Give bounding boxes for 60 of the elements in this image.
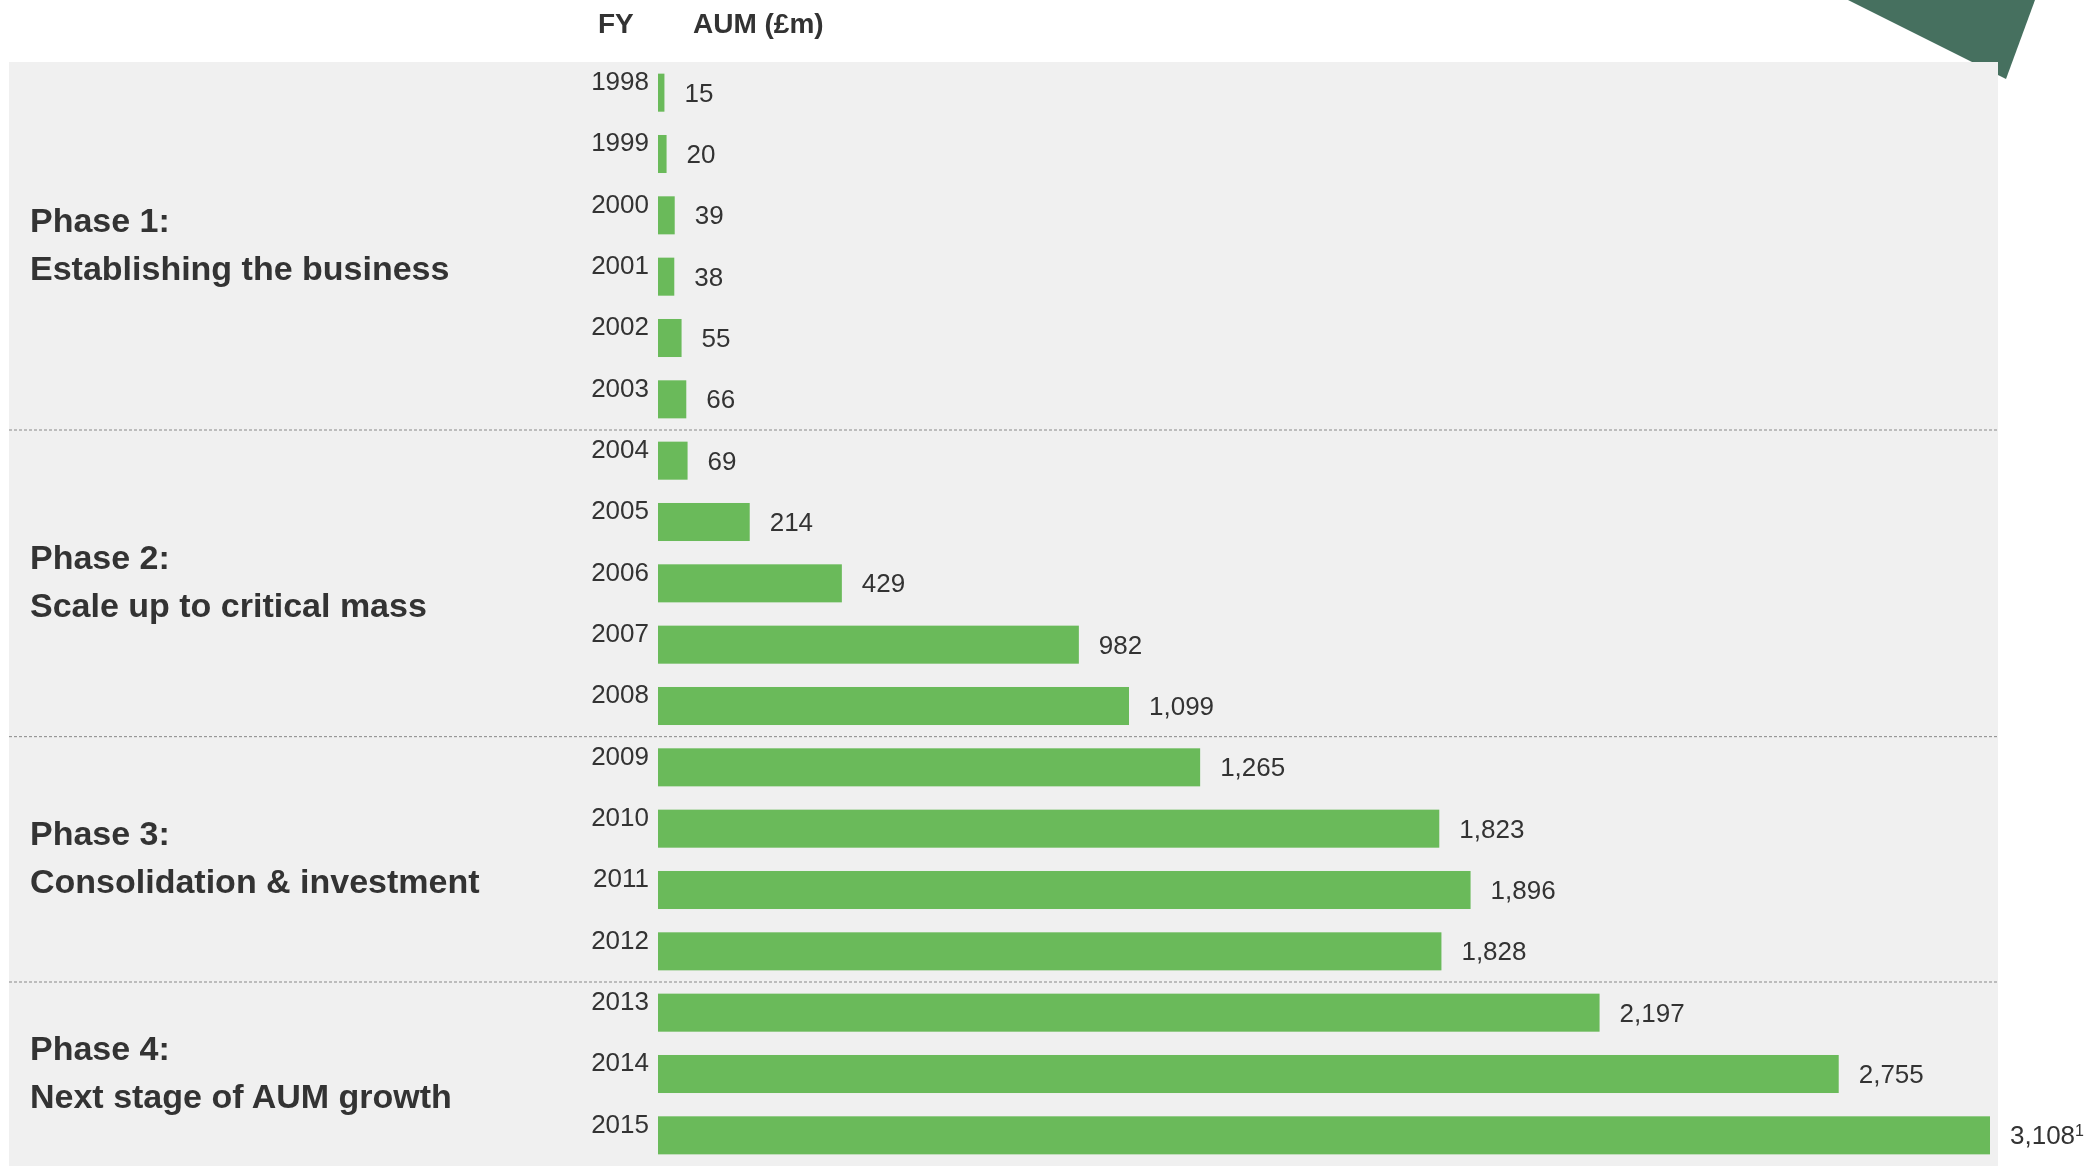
band-label: Phase 3: Consolidation & investment	[30, 814, 480, 901]
y-tick-label: 2012	[591, 924, 649, 955]
data-label: 2,755	[1858, 1059, 1924, 1089]
data-label: 2,197	[1619, 997, 1685, 1028]
bar	[658, 502, 750, 542]
data-label: 982	[1098, 629, 1143, 660]
bar	[658, 809, 1440, 848]
bar	[658, 380, 687, 419]
bar	[658, 1054, 1839, 1094]
bar	[658, 686, 1129, 726]
data-label: 20	[686, 139, 716, 169]
bar	[658, 134, 667, 174]
data-label: 66	[706, 384, 736, 415]
bar	[658, 748, 1201, 787]
bar	[658, 870, 1471, 910]
bar	[658, 1116, 1990, 1155]
y-tick-label: 2003	[591, 372, 649, 403]
data-label: 214	[769, 507, 814, 537]
y-tick-label: 2007	[591, 618, 649, 649]
data-label: 39	[694, 200, 724, 231]
y-tick-label: 2005	[591, 495, 649, 526]
data-label: 15	[684, 77, 714, 108]
y-tick-label: 2014	[591, 1047, 649, 1078]
data-label: 1,828	[1461, 936, 1527, 967]
y-tick-label: 2008	[591, 679, 649, 710]
bar	[658, 196, 675, 235]
data-label: 3,108$^{1}$	[2010, 1120, 2084, 1151]
data-label: 429	[861, 568, 906, 599]
y-tick-label: 2004	[591, 434, 649, 465]
y-tick-label: 2006	[591, 556, 649, 587]
data-label: 69	[707, 445, 737, 476]
bar	[658, 318, 682, 358]
data-label: 1,823	[1459, 813, 1525, 844]
y-tick-label: 2011	[593, 863, 649, 894]
y-tick-label: 2009	[591, 740, 649, 771]
band-label: Phase 1: Establishing the business	[30, 201, 450, 287]
bar	[658, 441, 688, 480]
band-label: Phase 4: Next stage of AUM growth	[30, 1029, 452, 1115]
data-label: 1,265	[1220, 752, 1286, 783]
data-label: 38	[694, 261, 724, 292]
y-axis-title: FY	[598, 8, 635, 39]
y-tick-label: 1998	[591, 66, 649, 97]
bar	[658, 73, 665, 112]
y-tick-label: 2001	[591, 250, 649, 281]
bar	[658, 993, 1600, 1032]
bar	[658, 564, 842, 603]
bar	[658, 932, 1442, 971]
data-label: 1,896	[1490, 875, 1556, 905]
y-tick-label: 2013	[591, 986, 649, 1017]
data-label: 55	[701, 323, 731, 353]
x-axis-title: AUM (£m)	[693, 8, 824, 39]
y-tick-label: 2000	[591, 188, 649, 219]
bar	[658, 257, 675, 296]
y-tick-label: 2002	[591, 311, 649, 342]
bar	[658, 625, 1079, 664]
data-label: 1,099	[1149, 691, 1215, 721]
band-label: Phase 2: Scale up to critical mass	[30, 538, 427, 625]
y-tick-label: 2015	[591, 1108, 649, 1139]
y-tick-label: 2010	[591, 802, 649, 833]
y-tick-label: 1999	[591, 127, 649, 158]
